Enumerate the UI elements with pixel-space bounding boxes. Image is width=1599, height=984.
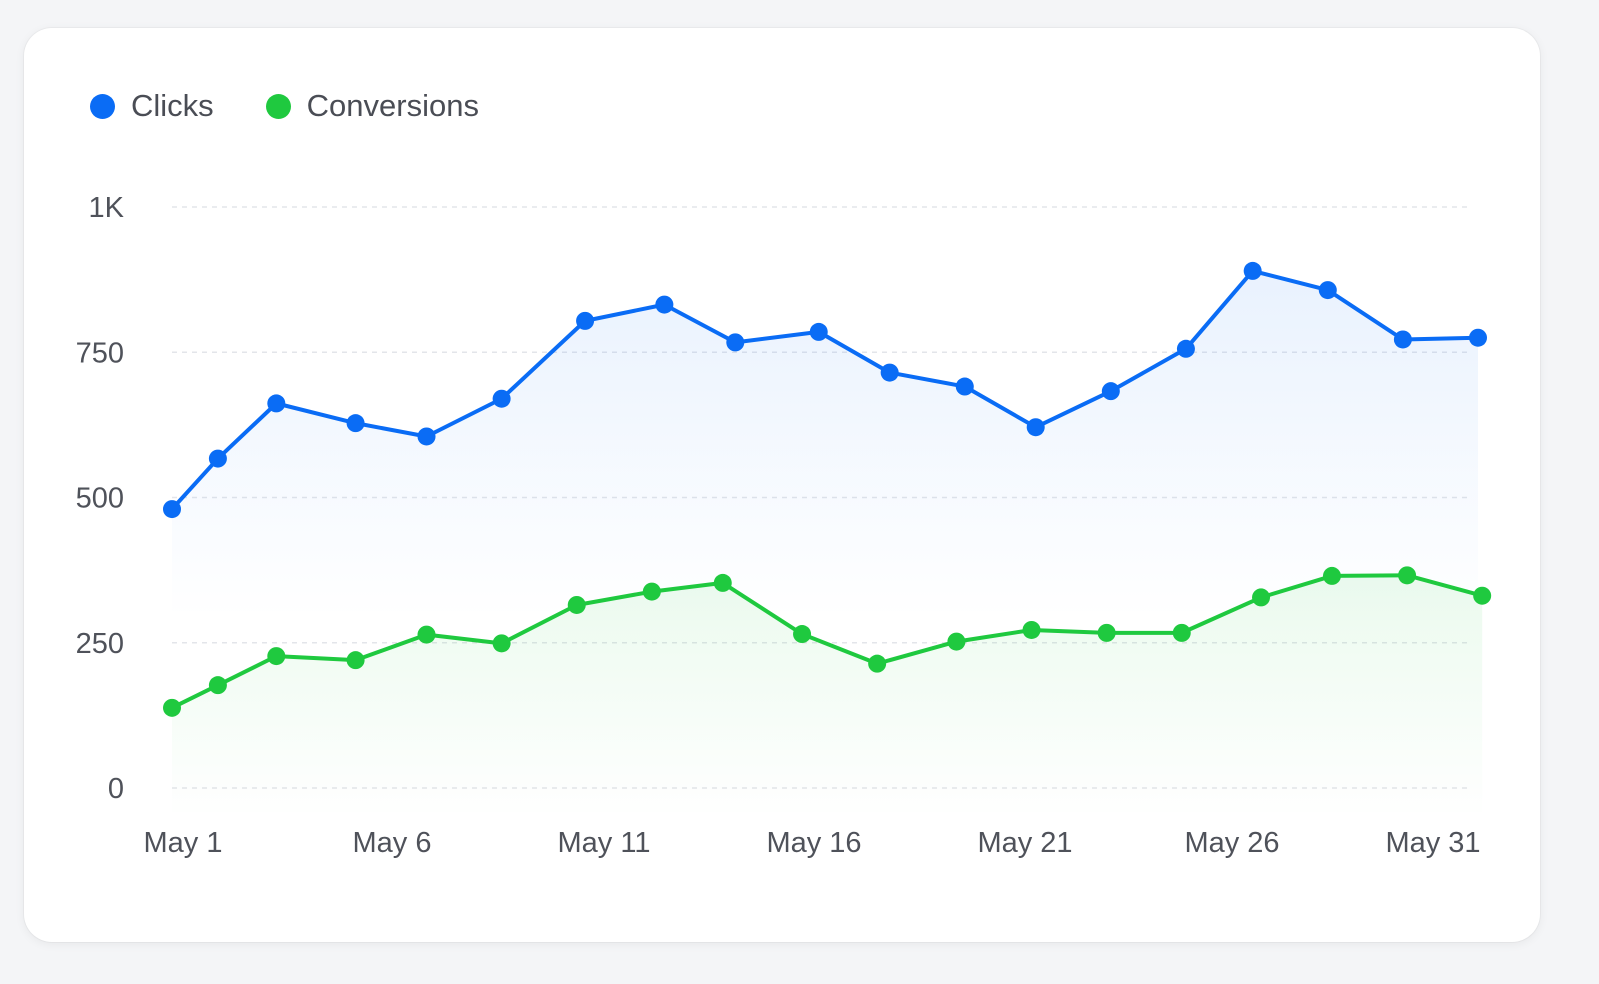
- data-point-conversions[interactable]: [492, 634, 511, 653]
- data-point-clicks[interactable]: [1176, 339, 1195, 358]
- y-tick-label: 0: [108, 773, 124, 805]
- data-point-clicks[interactable]: [1243, 261, 1262, 280]
- legend-dot-clicks: [90, 93, 115, 119]
- data-point-conversions[interactable]: [208, 676, 227, 695]
- data-point-conversions[interactable]: [1022, 620, 1041, 639]
- data-point-clicks[interactable]: [1393, 330, 1412, 349]
- data-point-conversions[interactable]: [1398, 566, 1417, 585]
- data-point-conversions[interactable]: [417, 625, 436, 644]
- data-point-clicks[interactable]: [655, 295, 674, 314]
- series-layer: [163, 261, 1492, 818]
- legend-label-clicks: Clicks: [131, 88, 214, 123]
- data-point-clicks[interactable]: [163, 500, 181, 519]
- chart-legend: Clicks Conversions: [90, 88, 479, 124]
- data-point-conversions[interactable]: [1097, 623, 1116, 642]
- y-axis: 0 250 500 750 1K: [76, 192, 125, 805]
- data-point-clicks[interactable]: [417, 427, 436, 446]
- data-point-clicks[interactable]: [208, 449, 227, 468]
- data-point-clicks[interactable]: [880, 363, 899, 382]
- data-point-conversions[interactable]: [567, 595, 586, 614]
- y-tick-label: 750: [76, 337, 124, 369]
- x-tick-label: May 6: [353, 827, 432, 859]
- x-tick-label: May 1: [144, 827, 223, 859]
- data-point-conversions[interactable]: [947, 632, 966, 651]
- data-point-clicks[interactable]: [492, 389, 511, 408]
- legend-item-clicks[interactable]: Clicks: [90, 88, 214, 124]
- data-point-clicks[interactable]: [1469, 328, 1487, 347]
- x-tick-label: May 31: [1385, 827, 1480, 859]
- data-point-conversions[interactable]: [267, 647, 286, 666]
- data-point-clicks[interactable]: [1101, 382, 1120, 401]
- data-point-clicks[interactable]: [346, 414, 365, 433]
- legend-item-conversions[interactable]: Conversions: [265, 88, 479, 124]
- data-point-clicks[interactable]: [576, 311, 595, 330]
- data-point-conversions[interactable]: [163, 698, 181, 717]
- data-point-clicks[interactable]: [1026, 418, 1045, 437]
- data-point-clicks[interactable]: [1318, 281, 1337, 300]
- y-tick-label: 500: [76, 483, 124, 515]
- data-point-clicks[interactable]: [955, 377, 974, 396]
- data-point-clicks[interactable]: [809, 322, 828, 341]
- data-point-conversions[interactable]: [1252, 588, 1271, 607]
- x-tick-label: May 11: [558, 827, 651, 859]
- x-axis: May 1 May 6 May 11 May 16 May 21 May 26 May 31: [144, 827, 1481, 859]
- y-tick-label: 1K: [89, 192, 125, 224]
- data-point-conversions[interactable]: [793, 625, 812, 644]
- data-point-conversions[interactable]: [346, 651, 365, 670]
- data-point-conversions[interactable]: [868, 654, 887, 673]
- x-tick-label: May 26: [1184, 827, 1279, 859]
- data-point-conversions[interactable]: [1322, 566, 1341, 585]
- data-point-clicks[interactable]: [726, 333, 745, 352]
- data-point-conversions[interactable]: [1473, 586, 1492, 605]
- data-point-clicks[interactable]: [267, 394, 286, 413]
- legend-dot-conversions: [265, 93, 291, 119]
- data-point-conversions[interactable]: [642, 582, 661, 601]
- area-fill-clicks: [172, 270, 1478, 620]
- area-fill-conversions: [172, 575, 1483, 818]
- legend-label-conversions: Conversions: [306, 88, 479, 123]
- y-tick-label: 250: [76, 628, 124, 660]
- data-point-conversions[interactable]: [713, 573, 732, 592]
- data-point-conversions[interactable]: [1172, 623, 1191, 642]
- x-tick-label: May 16: [766, 827, 861, 859]
- x-tick-label: May 21: [977, 827, 1072, 859]
